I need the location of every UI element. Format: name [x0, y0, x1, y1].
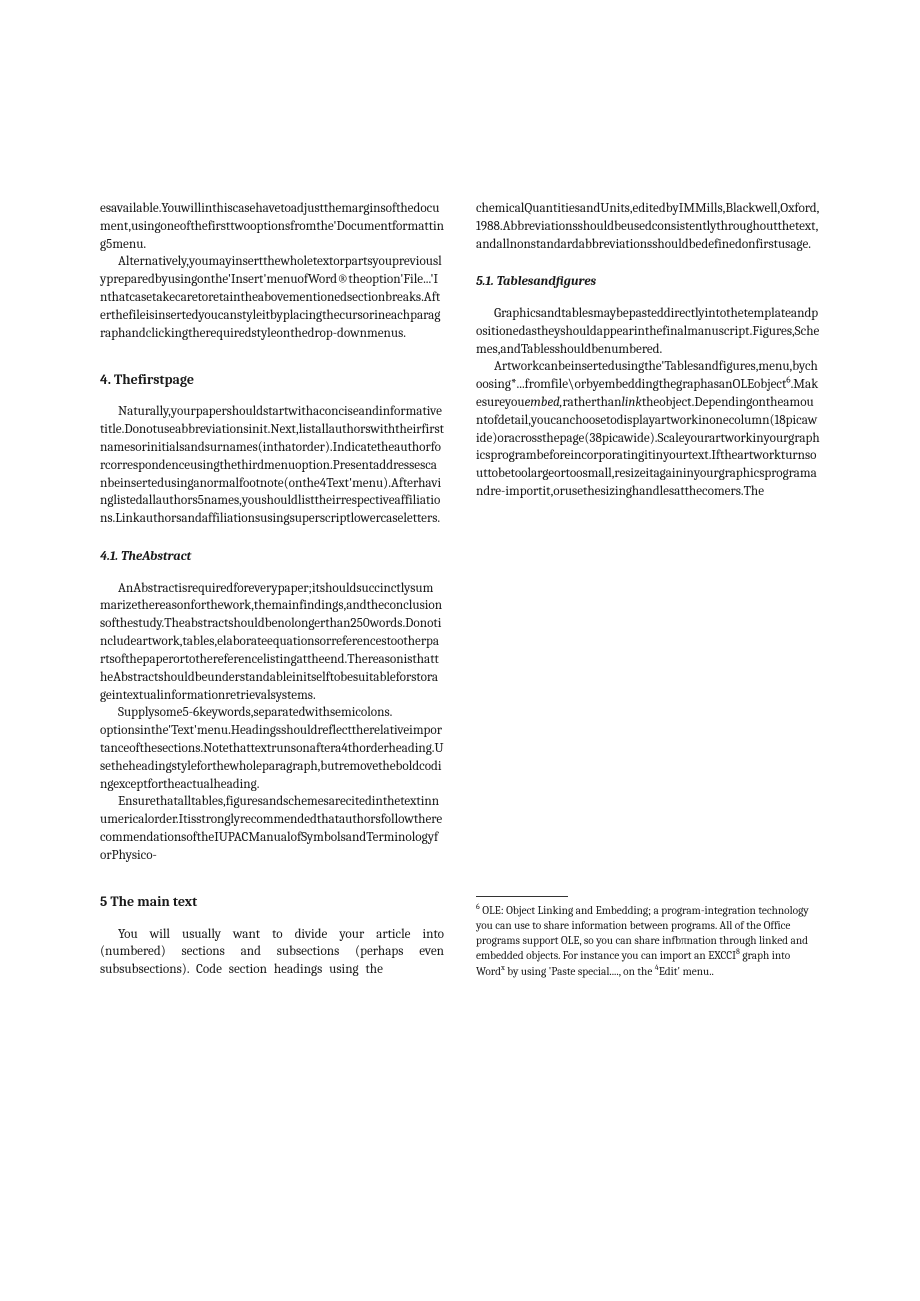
text-run: by using 'Paste special...., on the	[505, 965, 655, 978]
section-heading-5: 5 The main text	[100, 893, 444, 912]
footnote-separator	[476, 896, 568, 897]
text-run: ratherthan	[563, 395, 622, 410]
body-paragraph: Ensurethatalltables,figuresandschemesare…	[100, 793, 444, 864]
smallcaps: XCCI	[714, 949, 736, 962]
text-run: Artworkcanbeinsertedusingthe'Tablesandfi…	[476, 359, 818, 392]
text-run: Edit' menu..	[659, 965, 714, 978]
text-run: theobject.Dependingontheamountofdetail,y…	[476, 395, 820, 499]
body-paragraph: You will usually want to divide your art…	[100, 926, 444, 979]
body-paragraph: Supplysome5-6keywords,separatedwithsemic…	[100, 704, 444, 722]
body-paragraph: Alternatively,youmayinsertthewholetextor…	[100, 253, 444, 342]
column-spacer	[476, 501, 820, 878]
body-paragraph: AnAbstractisrequiredforeverypaper;itshou…	[100, 580, 444, 705]
body-paragraph: Graphicsandtablesmaybepasteddirectlyinto…	[476, 305, 820, 358]
emphasis: embed,	[525, 395, 563, 410]
body-paragraph: Naturally,yourpapershouldstartwithaconci…	[100, 403, 444, 528]
body-paragraph: optionsinthe'Text'menu.Headingsshouldref…	[100, 722, 444, 793]
section-heading-4: 4. Thefirstpage	[100, 371, 444, 390]
body-paragraph: chemicalQuantitiesandUnits,editedbyIMMil…	[476, 200, 820, 253]
footnote-6: 6 OLE: Object Linking and Embedding; a p…	[476, 903, 820, 979]
page-content: esavailable.Youwillinthiscasehavetoadjus…	[0, 0, 920, 1059]
emphasis: link	[622, 395, 642, 410]
body-paragraph: Artworkcanbeinsertedusingthe'Tablesandfi…	[476, 358, 820, 501]
left-column: esavailable.Youwillinthiscasehavetoadjus…	[100, 200, 444, 979]
subsection-heading-5-1: 5.1. Tablesandfigures	[476, 273, 820, 291]
right-column: chemicalQuantitiesandUnits,editedbyIMMil…	[476, 200, 820, 979]
body-paragraph: esavailable.Youwillinthiscasehavetoadjus…	[100, 200, 444, 253]
subsection-heading-4-1: 4.1. TheAbstract	[100, 548, 444, 566]
